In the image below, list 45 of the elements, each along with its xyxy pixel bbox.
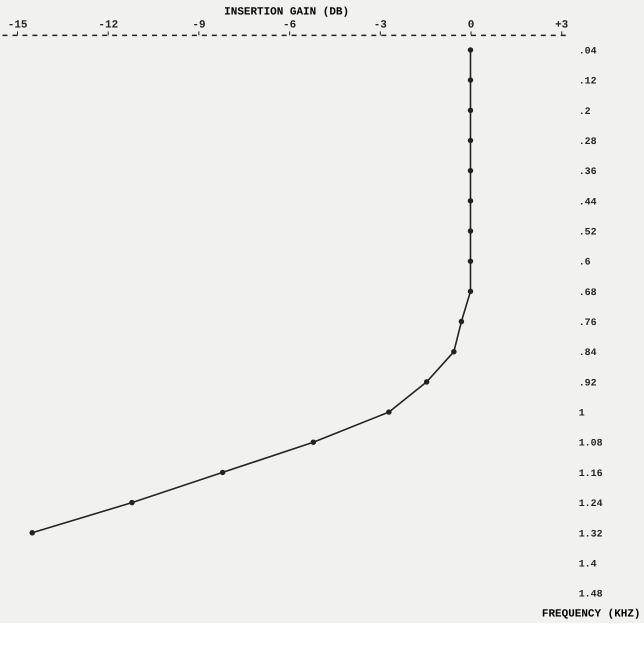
y-tick-label: 1.08: [578, 438, 603, 449]
y-tick-label: .6: [578, 256, 591, 268]
y-tick-label: .2: [578, 106, 591, 117]
y-tick-label: 1.32: [578, 528, 603, 540]
point: [386, 409, 392, 415]
point: [220, 470, 226, 476]
y-tick-label: .52: [578, 226, 597, 238]
y-tick-label: .36: [578, 166, 597, 178]
point: [310, 440, 316, 445]
point: [29, 530, 35, 536]
point: [468, 108, 474, 114]
y-axis-title: FREQUENCY (KHZ): [542, 608, 641, 621]
y-tick-label: 1.4: [578, 558, 597, 570]
y-tick-label: .68: [578, 286, 597, 298]
y-tick-label: .12: [578, 76, 597, 87]
x-tick-label: -15: [8, 19, 28, 32]
y-tick-label: .28: [578, 136, 597, 147]
point: [468, 47, 474, 53]
x-tick-label: -3: [374, 19, 388, 32]
y-tick-label: .44: [578, 196, 597, 208]
point: [424, 379, 430, 385]
y-tick-label: 1.16: [578, 468, 603, 479]
point: [468, 168, 474, 174]
y-tick-label: .04: [578, 45, 597, 56]
y-tick-label: 1: [578, 408, 585, 419]
point: [458, 318, 464, 324]
x-tick-label: +3: [555, 19, 569, 32]
x-tick-label: -6: [283, 19, 296, 32]
point: [468, 198, 474, 204]
point: [468, 138, 474, 144]
point: [468, 77, 474, 83]
y-tick-label: .92: [578, 377, 597, 388]
point: [468, 228, 474, 234]
y-tick-label: 1.48: [578, 588, 603, 600]
point: [468, 288, 474, 294]
point: [129, 500, 135, 506]
x-tick-label: 0: [468, 19, 474, 32]
x-axis-title: INSERTION GAIN (DB): [224, 6, 350, 18]
point: [468, 258, 474, 264]
point: [451, 348, 457, 354]
y-tick-label: 1.24: [578, 498, 603, 510]
y-tick-label: .76: [578, 317, 597, 328]
y-tick-label: .84: [578, 347, 597, 358]
x-tick-label: -9: [192, 19, 206, 32]
x-tick-label: -12: [98, 19, 118, 32]
